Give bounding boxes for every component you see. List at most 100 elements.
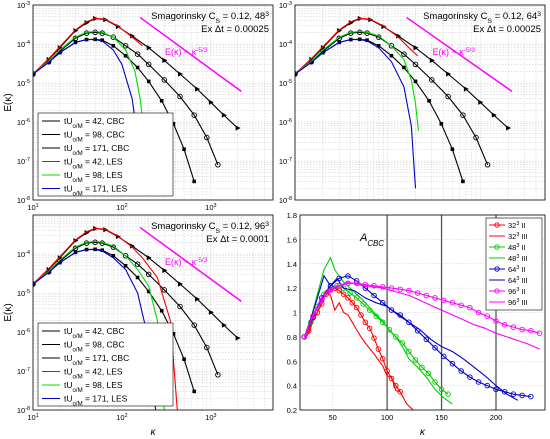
y-tick-label: 10-4 xyxy=(17,40,30,49)
data-point xyxy=(458,368,464,374)
data-point xyxy=(130,243,136,249)
data-point xyxy=(536,330,543,336)
data-point xyxy=(195,86,201,92)
data-point xyxy=(460,112,466,118)
legend-entry: tUo/M = 171, LES xyxy=(64,184,128,198)
data-point xyxy=(134,51,141,57)
data-point xyxy=(340,291,347,297)
legend-marker xyxy=(494,222,500,228)
annotation-text: Smagorinsky CS = 0.12, 963 xyxy=(151,221,269,235)
data-point xyxy=(463,86,469,92)
series-group xyxy=(295,15,512,189)
data-point xyxy=(215,372,221,378)
data-point xyxy=(467,374,473,380)
series-line-4 xyxy=(33,227,178,410)
data-point xyxy=(371,292,377,299)
series-line-6 xyxy=(295,39,417,189)
series-line-6 xyxy=(303,274,519,401)
legend-entry: tUo/M = 42, LES xyxy=(64,367,123,381)
data-point xyxy=(191,322,197,328)
data-point xyxy=(432,295,438,301)
data-point xyxy=(413,79,418,84)
legend-entry: 643 II xyxy=(508,265,526,274)
data-point xyxy=(461,179,465,184)
data-point xyxy=(73,28,79,34)
data-point xyxy=(528,393,534,400)
data-point xyxy=(371,335,377,341)
data-point xyxy=(362,319,369,326)
data-point xyxy=(235,125,241,131)
data-point xyxy=(501,388,508,395)
legend-entry: tUo/M = 171, CBC xyxy=(64,353,129,367)
series-line-7 xyxy=(303,282,540,338)
data-point xyxy=(178,71,184,77)
y-tick-label: 0.8 xyxy=(287,333,297,342)
x-tick-label: 150 xyxy=(435,413,448,422)
data-point xyxy=(445,391,451,397)
legend: 323 II 323 III 483 II 483 III 643 II 643 III 9… xyxy=(485,217,543,311)
data-point xyxy=(484,382,491,389)
data-point xyxy=(440,353,447,360)
series-line-4 xyxy=(295,17,418,75)
legend-entry: tUo/M = 98, LES xyxy=(64,170,123,184)
series-line-1 xyxy=(303,287,401,393)
data-point xyxy=(371,282,377,289)
data-point xyxy=(445,93,451,100)
data-point xyxy=(406,287,412,294)
x-axis-label: κ xyxy=(420,427,426,438)
annotation-text: Smagorinsky CS = 0.12, 483 xyxy=(151,11,269,25)
data-point xyxy=(92,239,98,246)
data-point xyxy=(336,282,342,289)
annotation-text: Ex Δt = 0.00025 xyxy=(201,24,269,35)
series-line-5 xyxy=(303,275,531,398)
data-point xyxy=(171,121,176,126)
y-tick-label: 10-5 xyxy=(17,289,30,298)
y-tick-label: 1.4 xyxy=(287,260,297,269)
data-point xyxy=(221,322,227,328)
legend-entry: 963 III xyxy=(508,298,528,307)
data-point xyxy=(182,357,186,362)
data-point xyxy=(373,313,379,319)
data-point xyxy=(159,98,164,103)
y-tick-label: 10-7 xyxy=(17,367,30,376)
data-point xyxy=(425,370,432,377)
x-tick-label: 101 xyxy=(27,203,38,212)
series-line-5 xyxy=(295,30,419,131)
data-point xyxy=(177,303,183,310)
y-tick-label: 1.2 xyxy=(287,284,297,293)
slope-label: E(κ) ~ κ-5/3 xyxy=(165,257,208,268)
axes-frame xyxy=(32,214,274,411)
data-point xyxy=(135,275,140,280)
data-point xyxy=(308,59,315,65)
data-point xyxy=(423,292,430,299)
y-tick-label: 10-7 xyxy=(279,157,292,166)
data-point xyxy=(84,230,90,236)
data-point xyxy=(493,386,499,393)
series-line-5 xyxy=(33,240,165,410)
data-point xyxy=(446,71,452,77)
legend-marker xyxy=(494,288,500,294)
data-point xyxy=(345,273,351,279)
data-point xyxy=(171,331,176,336)
data-point xyxy=(401,51,407,57)
data-point xyxy=(432,379,438,385)
data-point xyxy=(449,300,456,306)
x-tick-label: 102 xyxy=(116,203,127,212)
data-point xyxy=(429,57,435,63)
data-point xyxy=(110,34,117,40)
slope-label: E(κ) ~ κ-5/3 xyxy=(433,47,476,58)
legend-entry: 643 III xyxy=(508,276,528,285)
series-line-2 xyxy=(303,289,414,410)
x-tick-label: 103 xyxy=(205,203,216,212)
data-point xyxy=(353,295,360,301)
data-point xyxy=(414,290,421,296)
data-point xyxy=(386,326,393,333)
series-line-4 xyxy=(303,256,453,405)
annotation-text: Smagorinsky CS = 0.12, 643 xyxy=(423,11,541,25)
legend-entry: tUo/M = 98, LES xyxy=(64,380,123,394)
data-point xyxy=(221,112,227,118)
data-point xyxy=(135,65,140,70)
data-point xyxy=(484,162,491,168)
